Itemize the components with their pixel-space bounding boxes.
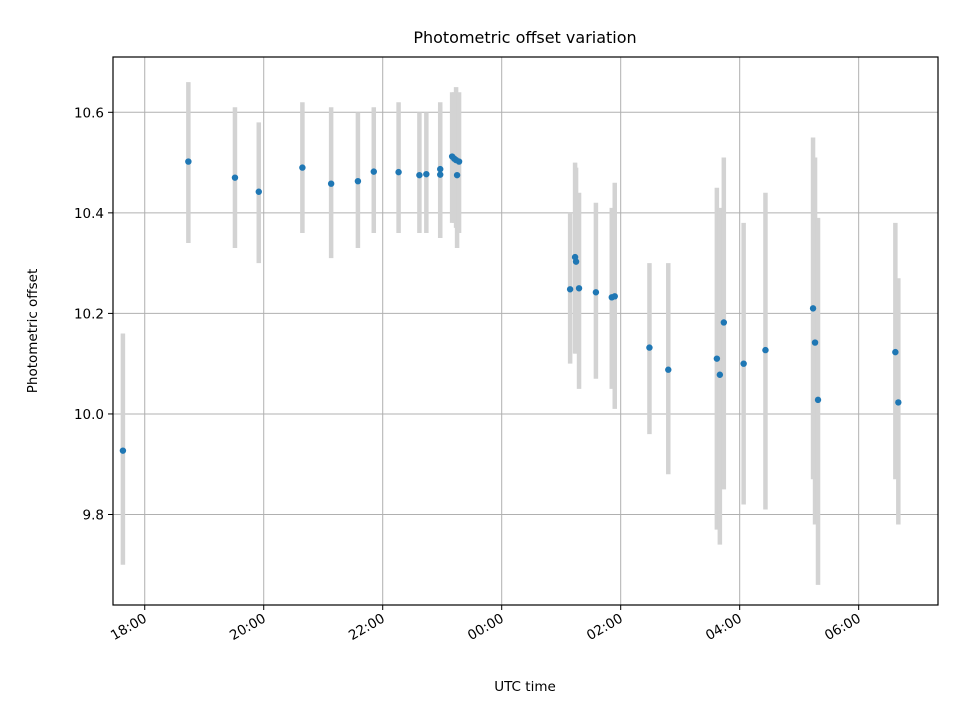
data-point <box>395 168 402 176</box>
data-point <box>185 158 192 165</box>
data-point <box>566 286 574 293</box>
data-point <box>572 258 580 265</box>
data-point <box>416 171 423 179</box>
data-point <box>716 371 724 378</box>
data-point <box>611 293 618 300</box>
y-tick-label: 10.4 <box>74 206 104 222</box>
data-point <box>423 170 430 178</box>
y-tick-label: 10.0 <box>74 407 104 423</box>
data-point <box>327 180 335 187</box>
data-point <box>119 447 127 454</box>
data-point <box>665 366 672 373</box>
data-point <box>592 289 600 296</box>
data-point <box>892 348 899 356</box>
data-point <box>255 188 262 195</box>
y-axis-label: Photometric offset <box>25 269 41 393</box>
y-tick-label: 10.6 <box>74 105 104 121</box>
y-tick-label: 9.8 <box>83 508 104 524</box>
x-axis-label: UTC time <box>494 679 556 695</box>
data-point <box>354 177 362 185</box>
data-point <box>762 346 769 354</box>
data-point <box>455 158 463 165</box>
data-point <box>809 305 817 312</box>
chart-title: Photometric offset variation <box>413 28 636 47</box>
data-point <box>231 174 239 181</box>
data-point <box>437 165 444 173</box>
data-point <box>720 319 728 326</box>
data-point <box>713 355 721 362</box>
data-point <box>646 344 653 351</box>
data-point <box>895 399 902 406</box>
data-point <box>453 171 461 179</box>
data-point <box>814 396 822 404</box>
data-point <box>299 164 306 171</box>
data-points <box>119 153 902 454</box>
data-point <box>437 171 444 178</box>
y-tick-label: 10.2 <box>74 306 104 322</box>
data-point <box>740 360 747 367</box>
grid-lines <box>113 57 938 605</box>
data-point <box>370 168 377 175</box>
data-point <box>575 285 583 292</box>
plot-frame <box>112 56 939 606</box>
data-point <box>811 339 819 346</box>
